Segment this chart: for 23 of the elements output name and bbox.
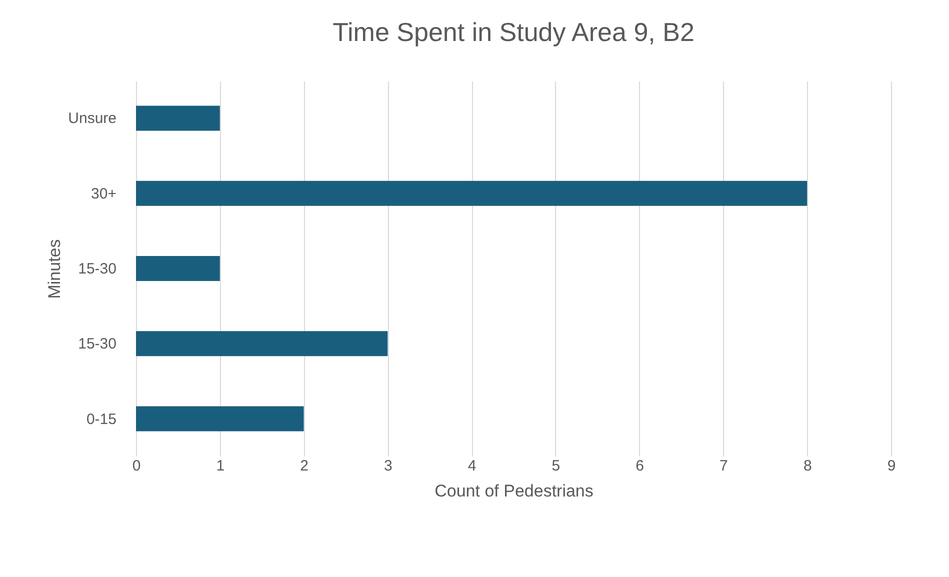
y-tick-label: 0-15 <box>86 410 116 428</box>
x-tick-label: 0 <box>132 458 141 474</box>
x-tick-label: 9 <box>887 458 896 474</box>
chart-title: Time Spent in Study Area 9, B2 <box>332 17 694 47</box>
bar <box>136 106 220 131</box>
bar <box>136 406 304 432</box>
y-axis-title: Minutes <box>45 239 64 299</box>
x-tick-label: 5 <box>552 458 560 474</box>
bar <box>136 180 808 206</box>
x-tick-label: 7 <box>720 458 728 474</box>
x-tick-label: 3 <box>384 458 392 474</box>
x-tick-label: 4 <box>468 458 476 474</box>
x-tick-label: 6 <box>636 458 644 474</box>
x-tick-label: 2 <box>300 458 308 474</box>
y-tick-label: 15-30 <box>78 336 116 353</box>
x-tick-label: 8 <box>803 458 812 474</box>
y-tick-label: Unsure <box>68 110 116 128</box>
x-tick-label: 1 <box>216 458 225 474</box>
x-axis-title: Count of Pedestrians <box>434 482 594 500</box>
y-tick-label: 15-30 <box>78 260 116 278</box>
bar <box>136 331 388 356</box>
bar <box>136 256 220 281</box>
y-tick-label: 30+ <box>91 185 117 202</box>
